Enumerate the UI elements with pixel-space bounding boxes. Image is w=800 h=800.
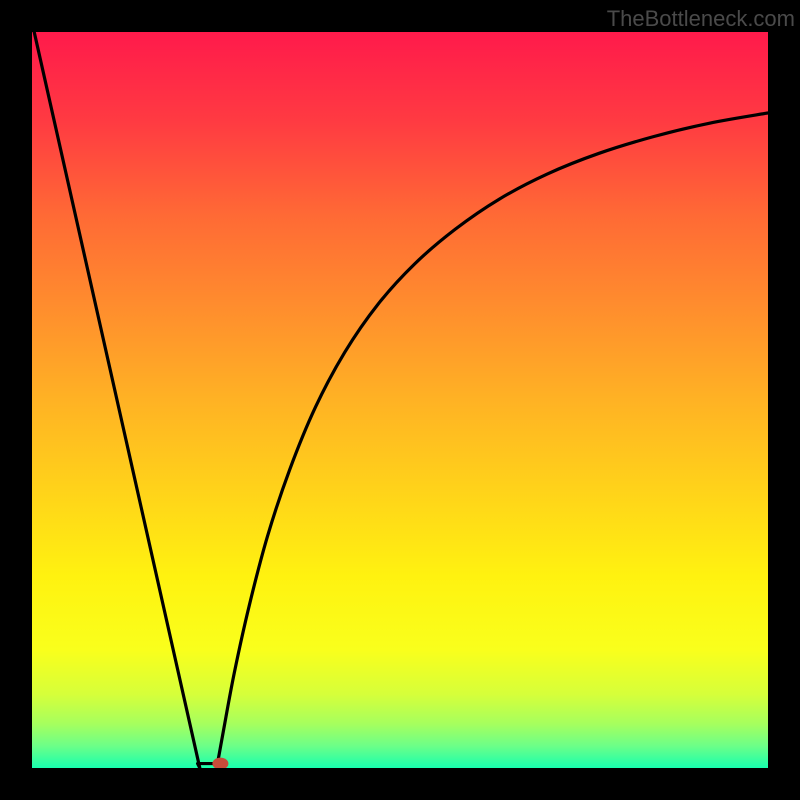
watermark-text: TheBottleneck.com <box>607 6 795 32</box>
chart-stage: TheBottleneck.com <box>0 0 800 800</box>
optimum-marker <box>212 758 228 770</box>
gradient-background <box>32 32 768 768</box>
chart-svg <box>0 0 800 800</box>
plot-border-bottom <box>0 768 800 800</box>
plot-border-right <box>768 0 800 800</box>
plot-border-left <box>0 0 32 800</box>
